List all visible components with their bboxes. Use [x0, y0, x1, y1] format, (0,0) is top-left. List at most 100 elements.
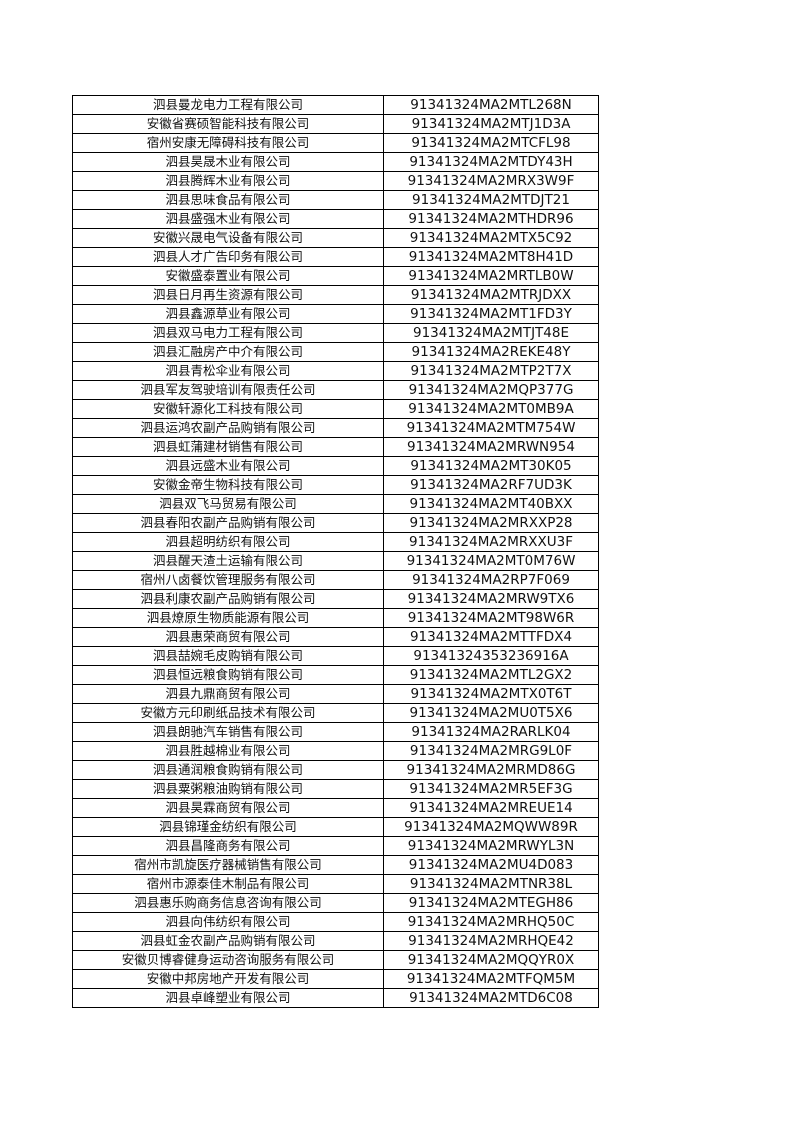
table-row: 安徽轩源化工科技有限公司 91341324MA2MT0MB9A [72, 399, 599, 419]
table-row: 泗县青松伞业有限公司 91341324MA2MTP2T7X [72, 361, 599, 381]
table-row: 泗县盛强木业有限公司 91341324MA2MTHDR96 [72, 209, 599, 229]
table-row: 安徽兴晟电气设备有限公司 91341324MA2MTX5C92 [72, 228, 599, 248]
table-row: 泗县胜越棉业有限公司 91341324MA2MRG9L0F [72, 741, 599, 761]
table-row: 泗县惠荣商贸有限公司 91341324MA2MTTFDX4 [72, 627, 599, 647]
credit-code-cell: 91341324MA2RARLK04 [383, 722, 599, 742]
credit-code-cell: 91341324MA2MTCFL98 [383, 133, 599, 153]
company-table-body: 泗县曼龙电力工程有限公司 91341324MA2MTL268N 安徽省赛硕智能科技有… [72, 95, 599, 1008]
credit-code-cell: 91341324MA2MTTFDX4 [383, 627, 599, 647]
company-name-cell: 泗县粟粥粮油购销有限公司 [72, 779, 384, 799]
company-name-cell: 泗县远盛木业有限公司 [72, 456, 384, 476]
table-row: 泗县军友驾驶培训有限责任公司 91341324MA2MQP377G [72, 380, 599, 400]
credit-code-cell: 91341324MA2MTX0T6T [383, 684, 599, 704]
credit-code-cell: 91341324MA2MRX3W9F [383, 171, 599, 191]
credit-code-cell: 91341324MA2MTNR38L [383, 874, 599, 894]
table-row: 泗县利康农副产品购销有限公司 91341324MA2MRW9TX6 [72, 589, 599, 609]
company-name-cell: 泗县昊晟木业有限公司 [72, 152, 384, 172]
company-name-cell: 安徽贝博睿健身运动咨询服务有限公司 [72, 950, 384, 970]
company-name-cell: 泗县利康农副产品购销有限公司 [72, 589, 384, 609]
table-row: 泗县曼龙电力工程有限公司 91341324MA2MTL268N [72, 95, 599, 115]
company-name-cell: 安徽省赛硕智能科技有限公司 [72, 114, 384, 134]
credit-code-cell: 91341324MA2MTJ1D3A [383, 114, 599, 134]
company-name-cell: 泗县通润粮食购销有限公司 [72, 760, 384, 780]
company-name-cell: 泗县昊霖商贸有限公司 [72, 798, 384, 818]
credit-code-cell: 91341324MA2MRTLB0W [383, 266, 599, 286]
credit-code-cell: 91341324MA2MRMD86G [383, 760, 599, 780]
credit-code-cell: 91341324MA2MRWYL3N [383, 836, 599, 856]
company-name-cell: 泗县曼龙电力工程有限公司 [72, 95, 384, 115]
table-row: 泗县汇融房产中介有限公司 91341324MA2REKE48Y [72, 342, 599, 362]
table-row: 泗县恒远粮食购销有限公司 91341324MA2MTL2GX2 [72, 665, 599, 685]
company-name-cell: 泗县燎原生物质能源有限公司 [72, 608, 384, 628]
company-name-cell: 安徽中邦房地产开发有限公司 [72, 969, 384, 989]
credit-code-cell: 91341324MA2MTHDR96 [383, 209, 599, 229]
credit-code-cell: 91341324MA2MTX5C92 [383, 228, 599, 248]
credit-code-cell: 91341324MA2MTM754W [383, 418, 599, 438]
company-name-cell: 泗县卓峰塑业有限公司 [72, 988, 384, 1008]
table-row: 泗县虹金农副产品购销有限公司 91341324MA2MRHQE42 [72, 931, 599, 951]
company-name-cell: 泗县醒天渣土运输有限公司 [72, 551, 384, 571]
table-row: 泗县通润粮食购销有限公司 91341324MA2MRMD86G [72, 760, 599, 780]
table-row: 泗县锦瑾金纺织有限公司 91341324MA2MQWW89R [72, 817, 599, 837]
company-name-cell: 泗县腾辉木业有限公司 [72, 171, 384, 191]
company-name-cell: 泗县恒远粮食购销有限公司 [72, 665, 384, 685]
credit-code-cell: 91341324MA2MTD6C08 [383, 988, 599, 1008]
company-name-cell: 安徽盛泰置业有限公司 [72, 266, 384, 286]
table-row: 泗县昊霖商贸有限公司 91341324MA2MREUE14 [72, 798, 599, 818]
credit-code-cell: 91341324MA2MRWN954 [383, 437, 599, 457]
company-name-cell: 泗县鑫源草业有限公司 [72, 304, 384, 324]
company-name-cell: 泗县盛强木业有限公司 [72, 209, 384, 229]
company-name-cell: 泗县军友驾驶培训有限责任公司 [72, 380, 384, 400]
company-name-cell: 宿州安康无障碍科技有限公司 [72, 133, 384, 153]
company-name-cell: 泗县春阳农副产品购销有限公司 [72, 513, 384, 533]
company-name-cell: 泗县虹金农副产品购销有限公司 [72, 931, 384, 951]
credit-code-cell: 91341324MA2MR5EF3G [383, 779, 599, 799]
credit-code-cell: 91341324MA2MT1FD3Y [383, 304, 599, 324]
company-name-cell: 泗县双飞马贸易有限公司 [72, 494, 384, 514]
company-name-cell: 泗县运鸿农副产品购销有限公司 [72, 418, 384, 438]
table-row: 安徽中邦房地产开发有限公司 91341324MA2MTFQM5M [72, 969, 599, 989]
credit-code-cell: 91341324MA2MTDJT21 [383, 190, 599, 210]
credit-code-cell: 91341324MA2MT30K05 [383, 456, 599, 476]
table-row: 泗县双马电力工程有限公司 91341324MA2MTJT48E [72, 323, 599, 343]
table-row: 安徽方元印刷纸品技术有限公司 91341324MA2MU0T5X6 [72, 703, 599, 723]
credit-code-cell: 91341324MA2MTP2T7X [383, 361, 599, 381]
company-name-cell: 泗县思味食品有限公司 [72, 190, 384, 210]
credit-code-cell: 91341324MA2MQQYR0X [383, 950, 599, 970]
table-row: 泗县超明纺织有限公司 91341324MA2MRXXU3F [72, 532, 599, 552]
company-name-cell: 宿州市凯旋医疗器械销售有限公司 [72, 855, 384, 875]
credit-code-cell: 91341324MA2MU0T5X6 [383, 703, 599, 723]
company-name-cell: 安徽金帝生物科技有限公司 [72, 475, 384, 495]
credit-code-cell: 91341324MA2MRXXP28 [383, 513, 599, 533]
table-row: 泗县运鸿农副产品购销有限公司 91341324MA2MTM754W [72, 418, 599, 438]
table-row: 泗县粟粥粮油购销有限公司 91341324MA2MR5EF3G [72, 779, 599, 799]
table-row: 泗县卓峰塑业有限公司 91341324MA2MTD6C08 [72, 988, 599, 1008]
table-row: 泗县朗驰汽车销售有限公司 91341324MA2RARLK04 [72, 722, 599, 742]
company-name-cell: 泗县胜越棉业有限公司 [72, 741, 384, 761]
table-row: 安徽省赛硕智能科技有限公司 91341324MA2MTJ1D3A [72, 114, 599, 134]
company-name-cell: 泗县汇融房产中介有限公司 [72, 342, 384, 362]
credit-code-cell: 91341324MA2MRHQ50C [383, 912, 599, 932]
table-row: 泗县燎原生物质能源有限公司 91341324MA2MT98W6R [72, 608, 599, 628]
credit-code-cell: 91341324MA2MQP377G [383, 380, 599, 400]
company-name-cell: 泗县超明纺织有限公司 [72, 532, 384, 552]
credit-code-cell: 91341324MA2MU4D083 [383, 855, 599, 875]
company-name-cell: 宿州八卤餐饮管理服务有限公司 [72, 570, 384, 590]
table-row: 泗县向伟纺织有限公司 91341324MA2MRHQ50C [72, 912, 599, 932]
table-row: 安徽盛泰置业有限公司 91341324MA2MRTLB0W [72, 266, 599, 286]
table-row: 泗县虹蒲建材销售有限公司 91341324MA2MRWN954 [72, 437, 599, 457]
table-row: 泗县人才广告印务有限公司 91341324MA2MT8H41D [72, 247, 599, 267]
table-row: 泗县春阳农副产品购销有限公司 91341324MA2MRXXP28 [72, 513, 599, 533]
credit-code-cell: 91341324MA2MTL2GX2 [383, 665, 599, 685]
company-name-cell: 安徽轩源化工科技有限公司 [72, 399, 384, 419]
table-row: 宿州安康无障碍科技有限公司 91341324MA2MTCFL98 [72, 133, 599, 153]
company-name-cell: 泗县青松伞业有限公司 [72, 361, 384, 381]
credit-code-cell: 91341324MA2MTRJDXX [383, 285, 599, 305]
credit-code-cell: 91341324MA2MT0MB9A [383, 399, 599, 419]
company-name-cell: 泗县九鼎商贸有限公司 [72, 684, 384, 704]
table-row: 宿州市源泰佳木制品有限公司 91341324MA2MTNR38L [72, 874, 599, 894]
company-name-cell: 安徽方元印刷纸品技术有限公司 [72, 703, 384, 723]
credit-code-cell: 91341324MA2MTL268N [383, 95, 599, 115]
table-row: 泗县日月再生资源有限公司 91341324MA2MTRJDXX [72, 285, 599, 305]
credit-code-cell: 91341324MA2MREUE14 [383, 798, 599, 818]
